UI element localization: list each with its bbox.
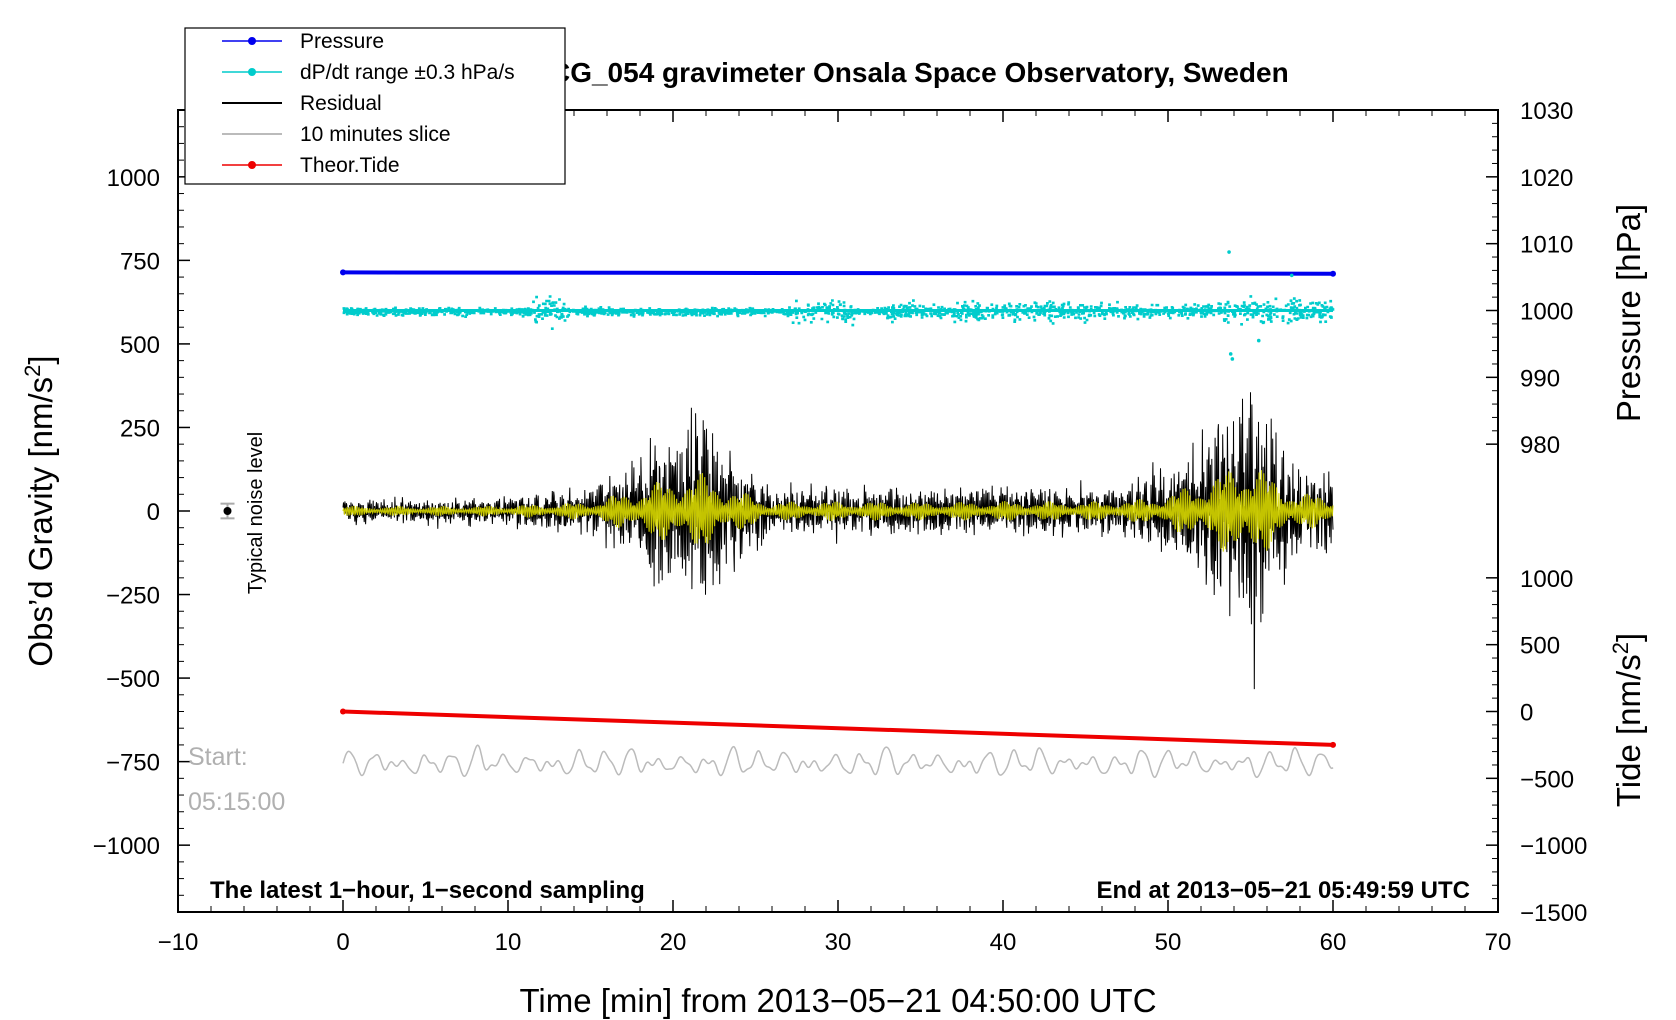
pressure-tick-label: 1000 bbox=[1520, 299, 1573, 326]
legend-label-residual: Residual bbox=[300, 92, 382, 115]
slice-line bbox=[342, 744, 1334, 779]
legend-marker-tide bbox=[248, 161, 256, 169]
left-axis-title-main: Obs’d Gravity [nm/s bbox=[22, 377, 59, 667]
tide-point bbox=[1330, 741, 1336, 748]
pressure-tick-label: 1030 bbox=[1520, 98, 1573, 125]
left-tick-label: 750 bbox=[120, 248, 160, 275]
legend-box bbox=[184, 27, 566, 185]
filtered-residual-line bbox=[342, 470, 1334, 552]
pressure-tick-label: 990 bbox=[1520, 365, 1560, 392]
legend-item-dpdt: dP/dt range ±0.3 hPa/s bbox=[222, 61, 515, 84]
left-axis-title: Obs’d Gravity [nm/s2] bbox=[20, 355, 59, 666]
tide-tick-label: −1000 bbox=[1520, 833, 1587, 860]
tide-axis-title-main: Tide [nm/s bbox=[1610, 654, 1647, 807]
legend-label-pressure: Pressure bbox=[300, 30, 384, 53]
legend-label-slice: 10 minutes slice bbox=[300, 123, 451, 146]
left-axis-title-sup: 2 bbox=[20, 365, 45, 377]
left-tick-label: −1000 bbox=[93, 833, 160, 860]
x-axis-title: Time [min] from 2013−05−21 04:50:00 UTC bbox=[519, 982, 1156, 1019]
left-tick-label: 0 bbox=[147, 499, 160, 526]
x-tick-label: −10 bbox=[158, 929, 199, 956]
x-tick-label: 40 bbox=[990, 929, 1017, 956]
tide-axis-title-sup: 2 bbox=[1608, 642, 1633, 654]
x-tick-label: 60 bbox=[1320, 929, 1347, 956]
tide-axis-title-end: ] bbox=[1610, 633, 1647, 642]
x-tick-label: 10 bbox=[495, 929, 522, 956]
bottom-left-annotation: The latest 1−hour, 1−second sampling bbox=[210, 877, 645, 904]
dpdt-outlier-point bbox=[1228, 352, 1233, 356]
tide-tick-label: −500 bbox=[1520, 766, 1574, 793]
dpdt-outlier-point bbox=[1227, 250, 1231, 254]
legend-label-tide: Theor.Tide bbox=[300, 154, 400, 177]
left-tick-label: 1000 bbox=[107, 165, 160, 192]
legend-item-pressure: Pressure bbox=[222, 30, 384, 53]
start-label: Start: bbox=[188, 743, 248, 771]
x-tick-label: 30 bbox=[825, 929, 852, 956]
left-axis-title-end: ] bbox=[22, 355, 59, 364]
x-tick-label: 0 bbox=[336, 929, 349, 956]
start-time-label: 05:15:00 bbox=[188, 788, 285, 816]
tide-line bbox=[342, 709, 1334, 747]
pressure-point bbox=[340, 269, 346, 276]
x-tick-label: 50 bbox=[1155, 929, 1182, 956]
tide-tick-label: 0 bbox=[1520, 700, 1533, 727]
legend-marker-dpdt bbox=[248, 68, 256, 76]
tide-tick-label: 1000 bbox=[1520, 566, 1573, 593]
tide-tick-label: −1500 bbox=[1520, 900, 1587, 927]
legend-item-residual: Residual bbox=[222, 92, 382, 115]
tide-axis-title: Tide [nm/s2] bbox=[1608, 633, 1647, 807]
pressure-point bbox=[1330, 270, 1336, 277]
pressure-tick-label: 1010 bbox=[1520, 232, 1573, 259]
tide-tick-label: 500 bbox=[1520, 633, 1560, 660]
left-tick-label: −250 bbox=[106, 583, 160, 610]
noise-level-label: Typical noise level bbox=[245, 432, 267, 594]
left-tick-label: 250 bbox=[120, 415, 160, 442]
x-tick-label: 20 bbox=[660, 929, 687, 956]
left-tick-label: −500 bbox=[106, 666, 160, 693]
left-tick-label: −750 bbox=[106, 750, 160, 777]
legend: Pressure dP/dt range ±0.3 hPa/s Residual… bbox=[184, 27, 566, 185]
dpdt-points bbox=[342, 295, 1335, 330]
legend-label-dpdt: dP/dt range ±0.3 hPa/s bbox=[300, 61, 515, 84]
left-tick-label: 500 bbox=[120, 332, 160, 359]
dpdt-outlier-point bbox=[1289, 273, 1294, 278]
dpdt-outlier-point bbox=[1230, 357, 1235, 361]
legend-marker-pressure bbox=[248, 37, 256, 45]
axes-layer: −10 0 10 20 30 40 50 60 70−1000−750−500−25002505… bbox=[93, 98, 1588, 956]
x-tick-label: 70 bbox=[1485, 929, 1512, 956]
data-layer bbox=[220, 250, 1336, 779]
tide-point bbox=[340, 708, 346, 715]
legend-item-slice: 10 minutes slice bbox=[222, 123, 451, 146]
pressure-tick-label: 980 bbox=[1520, 432, 1560, 459]
noise-point bbox=[223, 507, 232, 515]
dpdt-outlier-point bbox=[1256, 338, 1261, 343]
bottom-right-annotation: End at 2013−05−21 05:49:59 UTC bbox=[1096, 877, 1470, 904]
pressure-axis-title: Pressure [hPa] bbox=[1610, 204, 1647, 422]
chart-title: SCG_054 gravimeter Onsala Space Observat… bbox=[531, 57, 1288, 88]
pressure-tick-label: 1020 bbox=[1520, 165, 1573, 192]
legend-item-tide: Theor.Tide bbox=[222, 154, 400, 177]
pressure-line bbox=[342, 270, 1334, 276]
